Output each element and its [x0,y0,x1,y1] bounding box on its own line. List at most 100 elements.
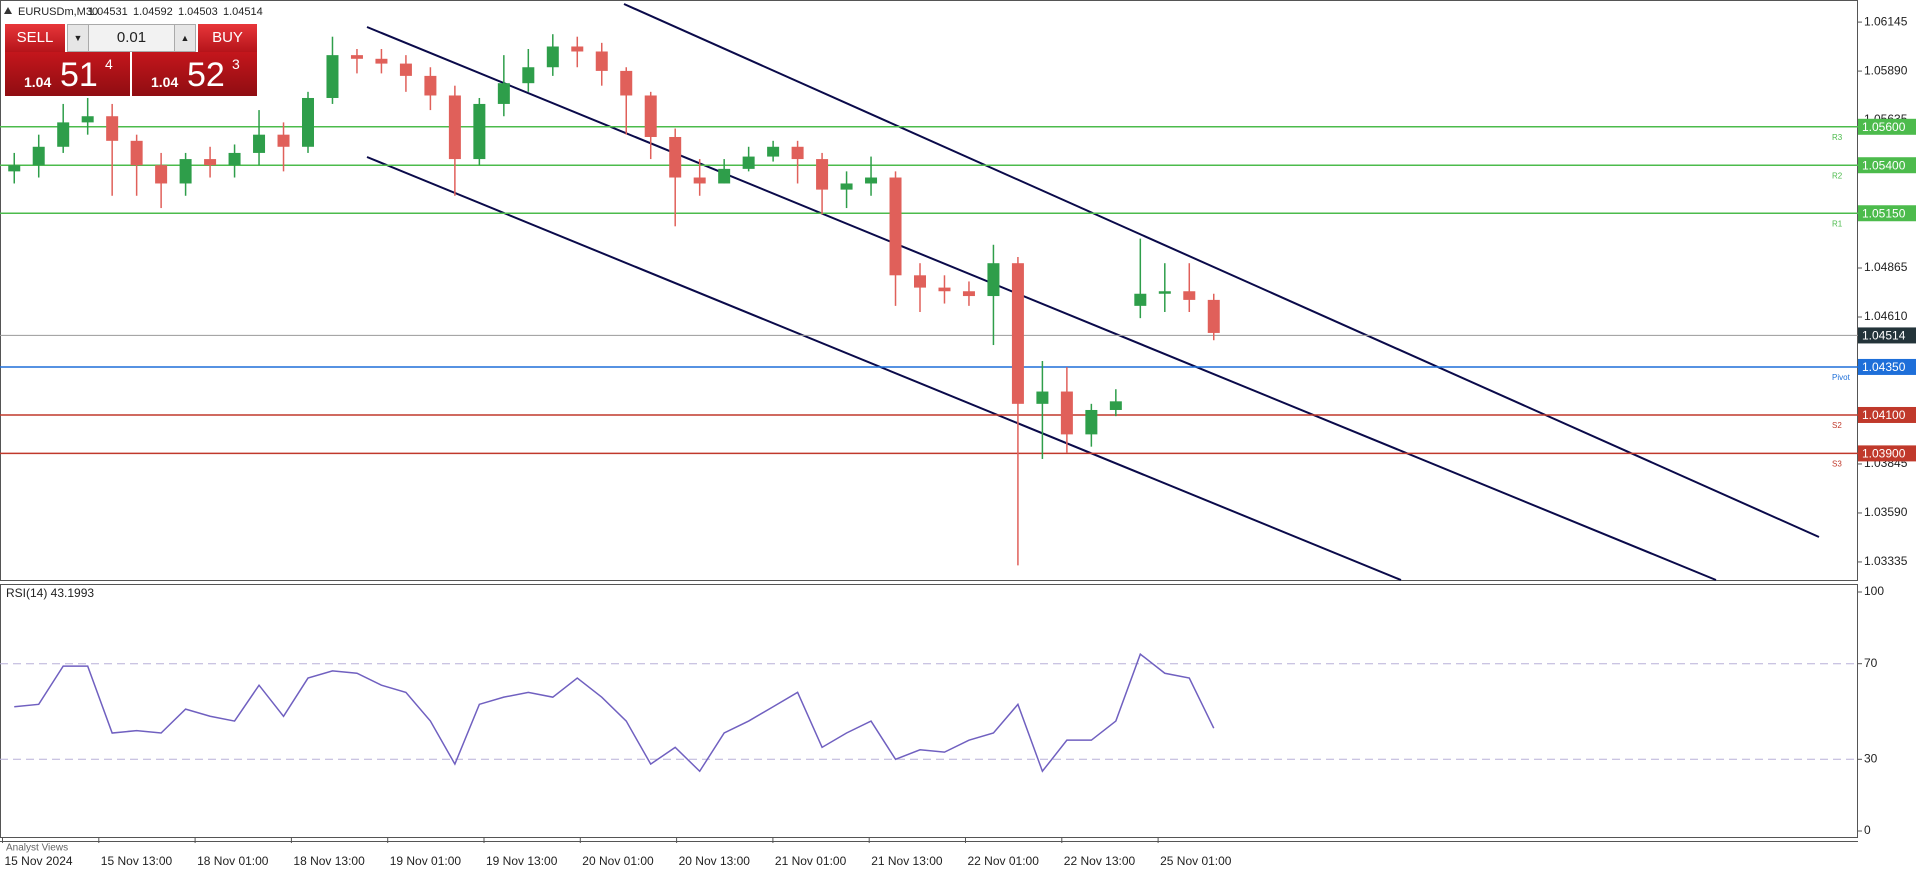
candle-body [1011,263,1024,404]
candle-body [81,116,94,123]
y-tick-label: 1.05890 [1864,63,1908,77]
lot-increase[interactable]: ▲ [174,24,196,52]
x-tick-label: 22 Nov 01:00 [968,854,1040,868]
bid-price[interactable]: 1.04 51 4 [5,52,130,96]
candle-body [987,263,1000,297]
level-tag-label: 1.05600 [1862,120,1906,134]
channel-line [366,26,1717,581]
candle-body [767,146,780,157]
candle-body [595,51,608,71]
y-tick-label: 1.06145 [1864,14,1908,28]
level-tag [1858,118,1916,135]
x-tick-label: 25 Nov 01:00 [1160,854,1232,868]
candle-body [473,103,486,160]
x-tick-label: 21 Nov 13:00 [871,854,943,868]
candle-body [179,159,192,184]
level-tag-label: 1.04350 [1862,360,1906,374]
level-tag [1858,445,1916,462]
last-price-tag [1858,327,1916,344]
open-price: 1.04531 [88,6,128,18]
candle-body [32,146,45,166]
candle-body [718,168,731,184]
candle-body [865,177,878,184]
level-name: Pivot [1832,373,1851,382]
candle-body [620,70,633,96]
candle-body [424,75,437,96]
rsi-title: RSI(14) 43.1993 [6,586,94,600]
level-name: S2 [1832,421,1842,430]
candle-body [742,156,755,169]
x-tick-label: 15 Nov 2024 [5,854,73,868]
rsi-frame [0,584,1858,838]
y-tick-label: 70 [1864,656,1878,670]
y-tick-label: 0 [1864,823,1871,837]
ask-price[interactable]: 1.04 52 3 [132,52,257,96]
candle-body [8,165,21,172]
x-tick-label: 15 Nov 13:00 [101,854,173,868]
candle-body [669,136,682,178]
level-tag-label: 1.05150 [1862,206,1906,220]
footer-tab[interactable]: Analyst Views [6,843,68,854]
candle-body [57,122,70,147]
candle-body [302,97,314,147]
candle-body [791,146,804,160]
candle-body [326,55,339,98]
level-tag-label: 1.04100 [1862,408,1906,422]
level-name: R2 [1832,171,1843,180]
low-price: 1.04503 [178,6,218,18]
level-name: R1 [1832,219,1843,228]
sell-button[interactable]: SELL [5,24,65,52]
x-tick-label: 22 Nov 13:00 [1064,854,1136,868]
candle-body [497,83,510,104]
bid-big: 1.04 [24,74,52,90]
candle-body [1060,391,1073,435]
level-tag-label: 1.05400 [1862,158,1906,172]
x-tick-label: 21 Nov 01:00 [775,854,847,868]
candle-body [1109,401,1122,410]
main-frame [0,0,1858,581]
y-tick-label: 1.04865 [1864,260,1908,274]
candle-body [399,63,412,76]
y-tick-label: 1.04610 [1864,309,1908,323]
high-price: 1.04592 [133,6,173,18]
bid-sup: 4 [105,56,113,72]
candle-body [350,55,363,59]
candle-body [693,177,706,184]
buy-button[interactable]: BUY [198,24,257,52]
candle-body [1134,293,1147,306]
channel-line [366,156,1402,581]
level-name: R3 [1832,133,1843,142]
ask-sup: 3 [232,56,240,72]
candle-body [1085,409,1098,435]
level-name: S3 [1832,460,1842,469]
ask-big: 1.04 [151,74,179,90]
candle-body [277,134,290,147]
x-tick-label: 20 Nov 13:00 [679,854,751,868]
rsi-line [14,652,1215,773]
close-price: 1.04514 [223,6,263,18]
level-tag [1858,406,1916,423]
candle-body [1036,391,1049,404]
lot-decrease[interactable]: ▼ [67,24,89,52]
candle-body [155,165,168,184]
candle-body [571,46,584,52]
level-tag [1858,157,1916,174]
candle-body [522,67,535,84]
candle-body [1158,291,1171,294]
candle-body [644,95,657,137]
candle-body [253,134,266,153]
candle-body [840,183,853,190]
candle-body [130,140,143,166]
collapse-icon[interactable] [4,7,12,14]
y-tick-label: 100 [1864,584,1884,598]
candle-body [106,116,119,141]
y-tick-label: 30 [1864,751,1878,765]
candle-body [914,275,926,288]
candle-body [448,95,461,160]
candle-body [1207,299,1220,333]
trend-channel [366,3,1820,581]
x-tick-label: 18 Nov 01:00 [197,854,269,868]
candle-body [1183,291,1196,300]
symbol: EURUSDm,M30 [18,6,98,18]
candle-body [375,58,388,64]
